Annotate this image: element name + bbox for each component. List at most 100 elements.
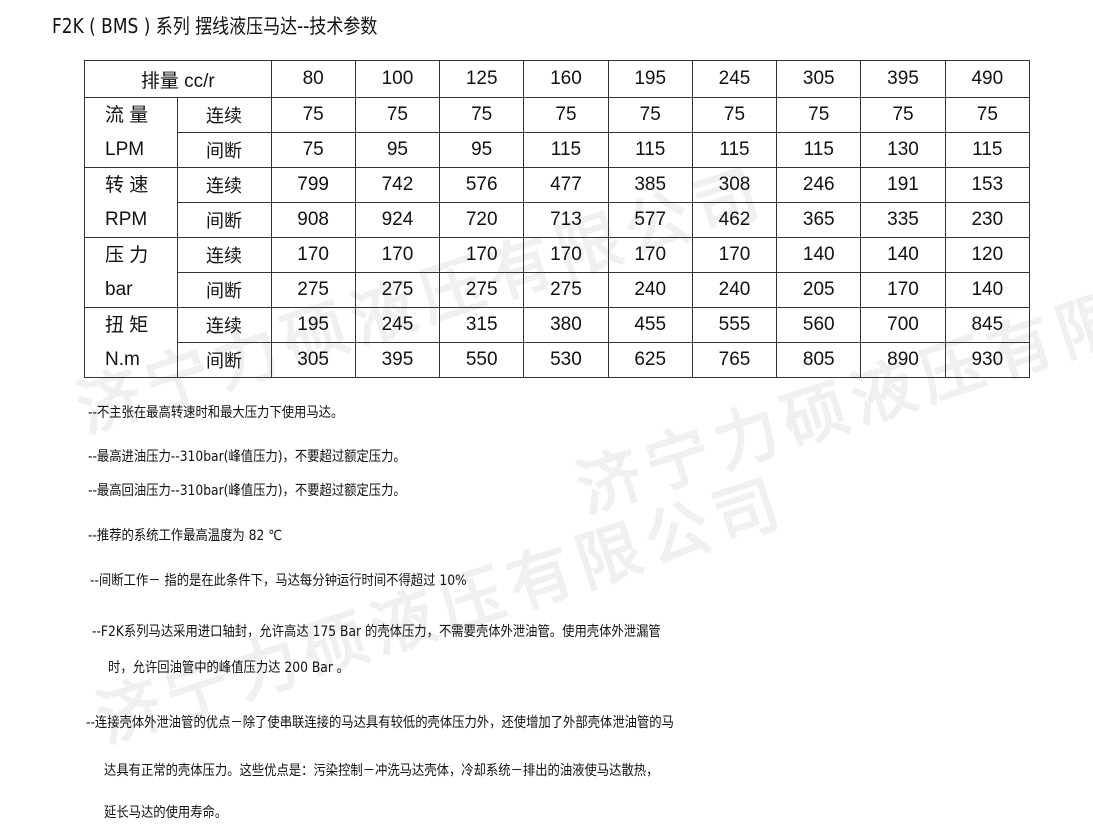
page-title: F2K ( BMS ) 系列 摆线液压马达--技术参数: [52, 14, 378, 38]
value-cell: 365: [776, 202, 862, 238]
group-name: 压 力: [105, 244, 149, 266]
note-line: --间断工作－ 指的是在此条件下，马达每分钟运行时间不得超过 10%: [90, 573, 467, 589]
value-cell: 799: [270, 167, 356, 203]
value-cell: 140: [860, 237, 946, 273]
value-cell: 462: [691, 202, 778, 238]
group-label: 转 速 RPM: [84, 167, 178, 238]
value-cell: 908: [270, 202, 356, 238]
value-cell: 75: [691, 97, 778, 133]
row-label: 连续: [176, 307, 272, 343]
value-cell: 170: [523, 237, 609, 273]
header-row: 排量 cc/r 80 100 125 160 195 245 305 395 490: [84, 60, 1031, 98]
value-cell: 140: [776, 237, 862, 273]
value-cell: 275: [270, 272, 356, 308]
table-row: 间断 275 275 275 275 240 240 205 170 140: [85, 272, 1031, 308]
value-cell: 315: [439, 307, 525, 343]
value-cell: 153: [944, 167, 1031, 203]
value-cell: 75: [944, 97, 1031, 133]
value-cell: 115: [607, 132, 693, 168]
value-cell: 170: [860, 272, 946, 308]
value-cell: 700: [860, 307, 946, 343]
value-cell: 305: [270, 342, 356, 378]
group-unit: bar: [105, 278, 133, 300]
value-cell: 275: [439, 272, 525, 308]
displacement-cell: 395: [860, 60, 946, 98]
value-cell: 115: [691, 132, 778, 168]
value-cell: 395: [354, 342, 441, 378]
row-label: 连续: [176, 237, 272, 273]
value-cell: 191: [860, 167, 946, 203]
value-cell: 385: [607, 167, 693, 203]
value-cell: 246: [776, 167, 862, 203]
value-cell: 924: [354, 202, 441, 238]
group-unit: LPM: [105, 138, 145, 160]
displacement-cell: 195: [607, 60, 693, 98]
value-cell: 930: [944, 342, 1031, 378]
value-cell: 890: [860, 342, 946, 378]
note-line: 时，允许回油管中的峰值压力达 200 Bar 。: [108, 660, 350, 676]
table-row: 间断 908 924 720 713 577 462 365 335 230: [85, 202, 1031, 238]
value-cell: 75: [523, 97, 609, 133]
note-line: --最高回油压力--310bar(峰值压力)，不要超过额定压力。: [88, 483, 406, 499]
value-cell: 805: [776, 342, 862, 378]
group-label: 流 量 LPM: [84, 97, 178, 168]
note-line: --不主张在最高转速时和最大压力下使用马达。: [88, 405, 344, 421]
table-row: 转 速 RPM 连续 799 742 576 477 385 308 246 191 153: [84, 167, 1031, 238]
row-label: 连续: [176, 167, 272, 203]
value-cell: 245: [354, 307, 441, 343]
displacement-cell: 160: [523, 60, 609, 98]
value-cell: 115: [944, 132, 1031, 168]
spec-table: 排量 cc/r 80 100 125 160 195 245 305 395 490 流 量 LPM 连…: [84, 60, 1031, 378]
value-cell: 115: [776, 132, 862, 168]
note-line: --最高进油压力--310bar(峰值压力)，不要超过额定压力。: [88, 449, 406, 465]
row-label: 连续: [176, 97, 272, 133]
value-cell: 560: [776, 307, 862, 343]
value-cell: 75: [439, 97, 525, 133]
value-cell: 95: [354, 132, 441, 168]
value-cell: 742: [354, 167, 441, 203]
value-cell: 335: [860, 202, 946, 238]
value-cell: 275: [354, 272, 441, 308]
value-cell: 170: [439, 237, 525, 273]
row-label: 间断: [176, 272, 272, 308]
value-cell: 530: [523, 342, 609, 378]
value-cell: 120: [944, 237, 1031, 273]
value-cell: 555: [691, 307, 778, 343]
value-cell: 765: [691, 342, 778, 378]
value-cell: 170: [607, 237, 693, 273]
value-cell: 845: [944, 307, 1031, 343]
value-cell: 75: [776, 97, 862, 133]
table-row: 间断 75 95 95 115 115 115 115 130 115: [85, 132, 1031, 168]
table-row: 扭 矩 N.m 连续 195 245 315 380 455 555 560 700 845: [84, 307, 1031, 378]
group-name: 流 量: [105, 104, 149, 126]
value-cell: 577: [607, 202, 693, 238]
value-cell: 308: [691, 167, 778, 203]
table-row: 压 力 bar 连续 170 170 170 170 170 170 140 140 120: [84, 237, 1031, 308]
group-name: 转 速: [105, 174, 149, 196]
value-cell: 75: [860, 97, 946, 133]
group-label: 压 力 bar: [84, 237, 178, 308]
displacement-cell: 490: [944, 60, 1031, 98]
header-label: 排量 cc/r: [84, 60, 272, 98]
value-cell: 75: [270, 97, 356, 133]
displacement-cell: 125: [439, 60, 525, 98]
value-cell: 130: [860, 132, 946, 168]
value-cell: 550: [439, 342, 525, 378]
note-line: --F2K系列马达采用进口轴封，允许高达 175 Bar 的壳体压力，不需要壳体…: [92, 624, 661, 640]
displacement-cell: 100: [354, 60, 441, 98]
value-cell: 455: [607, 307, 693, 343]
value-cell: 380: [523, 307, 609, 343]
value-cell: 75: [270, 132, 356, 168]
group-label: 扭 矩 N.m: [84, 307, 178, 378]
value-cell: 170: [354, 237, 441, 273]
value-cell: 713: [523, 202, 609, 238]
value-cell: 576: [439, 167, 525, 203]
value-cell: 170: [270, 237, 356, 273]
note-line: --推荐的系统工作最高温度为 82 ℃: [88, 528, 283, 544]
value-cell: 625: [607, 342, 693, 378]
value-cell: 75: [607, 97, 693, 133]
note-line: 延长马达的使用寿命。: [104, 805, 228, 821]
value-cell: 240: [691, 272, 778, 308]
value-cell: 720: [439, 202, 525, 238]
value-cell: 477: [523, 167, 609, 203]
